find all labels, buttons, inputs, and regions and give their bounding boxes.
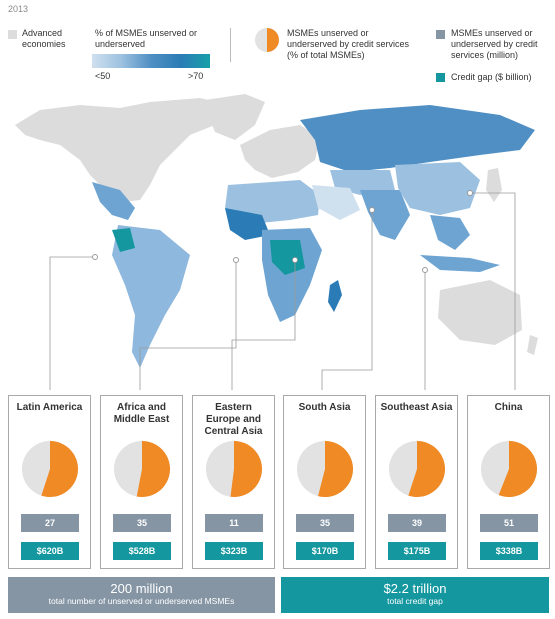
region-card: Southeast Asia 39 $175B [375,395,458,569]
pct-legend-title: % of MSMEs unserved or underserved [95,28,198,49]
total-gap-value: $2.2 trillion [383,581,447,596]
pct-min-label: <50 [95,71,111,81]
pct-gradient-bar [92,54,210,68]
credit-gap-box: $323B [205,542,263,560]
pie-legend-label: MSMEs unserved or underserved by credit … [287,28,410,60]
region-pie [389,441,446,497]
pie-unserved-slice [408,441,446,497]
region-card: South Asia 35 $170B [283,395,366,569]
region-pie [297,441,354,497]
region-card: Latin America 27 $620B [8,395,91,569]
credit-gap-box: $175B [388,542,446,560]
southeast-asia-shape [430,215,470,250]
japan-shape [486,168,502,202]
region-title: China [494,402,523,413]
region-pie [22,441,79,497]
china-shape [395,162,480,215]
count-legend-label: MSMEs unserved or underserved by credit … [451,28,538,60]
region-title: Africa and Middle East [113,402,170,425]
region-title: South Asia [298,402,351,413]
region-card: China 51 $338B [467,395,550,569]
region-title: Southeast Asia [380,402,453,413]
region-card: Africa and Middle East 35 $528B [100,395,183,569]
msme-count-box: 27 [21,514,79,532]
total-msme-box: 200 million total number of unserved or … [8,577,275,613]
pie-unserved-slice [318,441,354,497]
advanced-label: Advanced economies [22,28,66,49]
indonesia-shape [420,255,500,272]
region-pie [206,441,262,497]
msme-count-box: 35 [296,514,354,532]
total-gap-box: $2.2 trillion total credit gap [281,577,549,613]
russia-shape [300,105,535,172]
africa-west-shape [225,208,270,240]
msme-count-box: 35 [113,514,171,532]
count-swatch [436,30,445,39]
gap-swatch [436,73,445,82]
credit-gap-box: $620B [21,542,79,560]
leader-dots [92,190,473,273]
region-pie [114,441,171,497]
legend-pie-icon [255,28,279,52]
region-pie [481,441,538,497]
msme-count-box: 11 [205,514,263,532]
europe-shape [240,125,320,178]
advanced-swatch [8,30,17,39]
south-asia-shape [360,190,410,240]
region-card: Eastern Europe and Central Asia 11 $323B [192,395,275,569]
msme-count-box: 39 [388,514,446,532]
australia-shape [438,280,522,345]
south-america-shape [112,225,190,368]
credit-gap-box: $338B [480,542,538,560]
pie-unserved-slice [230,441,262,497]
total-msme-label: total number of unserved or underserved … [48,596,235,606]
region-title: Latin America [16,402,83,413]
central-america-shape [92,182,135,220]
pct-max-label: >70 [188,71,204,81]
gap-legend-label: Credit gap ($ billion) [451,72,532,82]
greenland-shape [205,94,265,140]
north-america-shape [15,98,230,202]
africa-congo-shape [270,240,305,275]
andean-shape [112,228,135,252]
total-gap-label: total credit gap [387,596,443,606]
world-map [15,94,538,390]
legend-separator [230,28,231,62]
credit-gap-box: $170B [296,542,354,560]
pie-unserved-slice [41,441,79,497]
total-msme-value: 200 million [110,581,173,596]
credit-gap-box: $528B [113,542,171,560]
msme-count-box: 51 [480,514,538,532]
madagascar-shape [328,280,342,312]
new-zealand-shape [527,335,538,355]
region-title: Eastern Europe and Central Asia [204,402,263,437]
pie-unserved-slice [498,441,538,497]
leader-lines [49,192,516,390]
middle-east-shape [312,185,360,220]
year-label: 2013 [8,4,29,14]
pie-unserved-slice [136,441,171,497]
